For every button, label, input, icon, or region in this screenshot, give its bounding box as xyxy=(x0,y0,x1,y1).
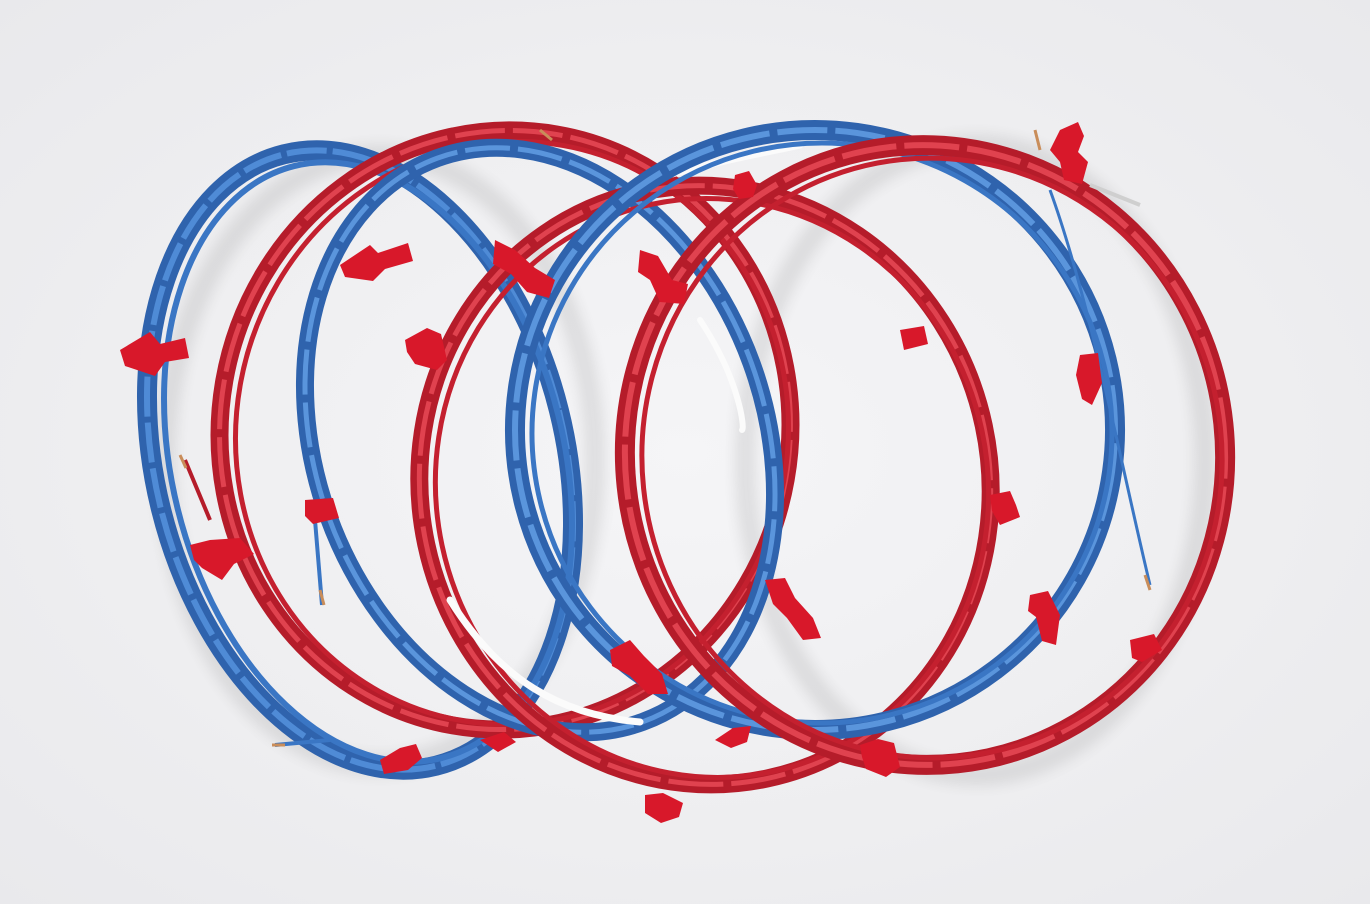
red-coil-left xyxy=(210,121,800,739)
wire-ends xyxy=(178,128,1152,747)
blue-coil-left xyxy=(136,140,584,780)
red-coil-right xyxy=(614,135,1236,775)
tape-ties xyxy=(120,122,1162,823)
